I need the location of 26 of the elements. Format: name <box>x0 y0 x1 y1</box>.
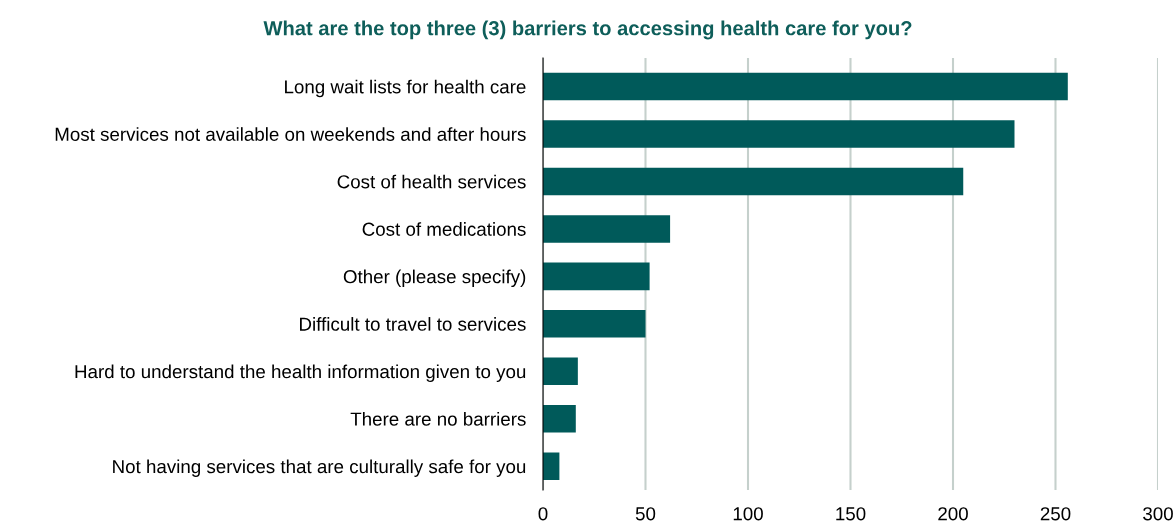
bar <box>543 405 576 433</box>
x-tick-label: 0 <box>538 507 548 521</box>
y-tick-label: Cost of medications <box>362 222 526 236</box>
y-tick-label: Hard to understand the health information given to you <box>75 364 526 382</box>
x-tick-label: 50 <box>635 507 656 521</box>
x-tick-label: 100 <box>733 507 763 521</box>
chart-title: What are the top three (3) barriers to accessing health care for you? <box>263 20 912 40</box>
y-tick-label: Most services not available on weekends and after hours <box>55 127 526 141</box>
x-tick-label: 250 <box>1040 507 1071 521</box>
x-tick-label: 150 <box>836 507 866 521</box>
y-tick-label: Not having services that are culturally safe for you <box>113 459 526 477</box>
y-tick-label: Difficult to travel to services <box>300 317 526 331</box>
bar <box>543 215 671 243</box>
y-tick-label: There are no barriers <box>350 412 526 426</box>
y-tick-label: Long wait lists for health care <box>285 79 526 98</box>
y-tick-label: Other (please specify) <box>343 269 526 288</box>
y-tick-label: Cost of health services <box>337 174 526 189</box>
bar <box>543 262 650 291</box>
bar <box>543 452 560 481</box>
bar <box>543 357 578 386</box>
bar <box>543 72 1068 101</box>
x-tick-label: 300 <box>1143 507 1173 521</box>
bar <box>543 167 964 196</box>
x-tick-label: 200 <box>938 507 968 521</box>
bar <box>543 120 1015 148</box>
bar <box>543 310 646 338</box>
